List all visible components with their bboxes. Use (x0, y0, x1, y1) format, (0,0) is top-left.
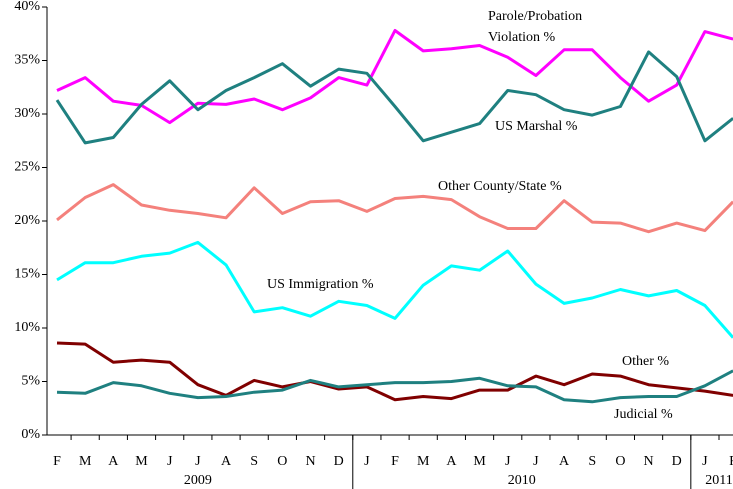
y-tick-label: 15% (14, 267, 40, 282)
y-tick-label: 20% (14, 213, 40, 228)
series-line (56, 341, 733, 402)
series-label: Other County/State % (438, 179, 562, 194)
x-group-label: 2009 (184, 473, 212, 488)
x-tick-label: A (559, 454, 570, 469)
x-tick-label: D (334, 454, 344, 469)
x-tick-label: J (702, 454, 708, 469)
y-tick-label: 0% (21, 427, 40, 442)
series-line (56, 29, 733, 125)
y-tick-label: 35% (14, 53, 40, 68)
series-label: Other % (622, 354, 669, 369)
x-tick-label: J (505, 454, 511, 469)
x-tick-label: M (79, 454, 92, 469)
series-label: Violation % (488, 30, 556, 45)
series-line (55, 50, 733, 145)
x-tick-label: M (135, 454, 148, 469)
series-label: US Immigration % (267, 277, 374, 292)
y-tick-label: 10% (14, 320, 40, 335)
x-tick-label: N (644, 454, 654, 469)
x-tick-label: M (473, 454, 486, 469)
series-label: Parole/Probation (488, 9, 582, 24)
x-tick-label: J (364, 454, 370, 469)
series-line (56, 369, 733, 404)
x-tick-label: F (53, 454, 61, 469)
x-tick-label: M (417, 454, 430, 469)
y-tick-label: 40% (14, 0, 40, 14)
x-tick-label: J (533, 454, 539, 469)
series-label: Judicial % (614, 407, 673, 422)
series-line (56, 183, 733, 234)
x-tick-label: F (391, 454, 399, 469)
x-group-label: 2011 (705, 473, 732, 488)
y-tick-label: 25% (14, 160, 40, 175)
x-tick-label: S (588, 454, 596, 469)
x-tick-label: A (446, 454, 457, 469)
x-tick-label: A (108, 454, 119, 469)
x-tick-label: A (221, 454, 232, 469)
x-group-label: 2010 (508, 473, 536, 488)
y-tick-label: 5% (21, 374, 40, 389)
x-tick-label: F (729, 454, 733, 469)
x-tick-label: N (305, 454, 315, 469)
x-tick-label: O (277, 454, 287, 469)
series-label: US Marshal % (495, 119, 578, 134)
x-tick-label: J (195, 454, 201, 469)
x-tick-label: J (167, 454, 173, 469)
y-tick-label: 30% (14, 106, 40, 121)
x-tick-label: O (615, 454, 625, 469)
series-line (56, 240, 733, 339)
x-tick-label: S (250, 454, 258, 469)
x-tick-label: D (672, 454, 682, 469)
